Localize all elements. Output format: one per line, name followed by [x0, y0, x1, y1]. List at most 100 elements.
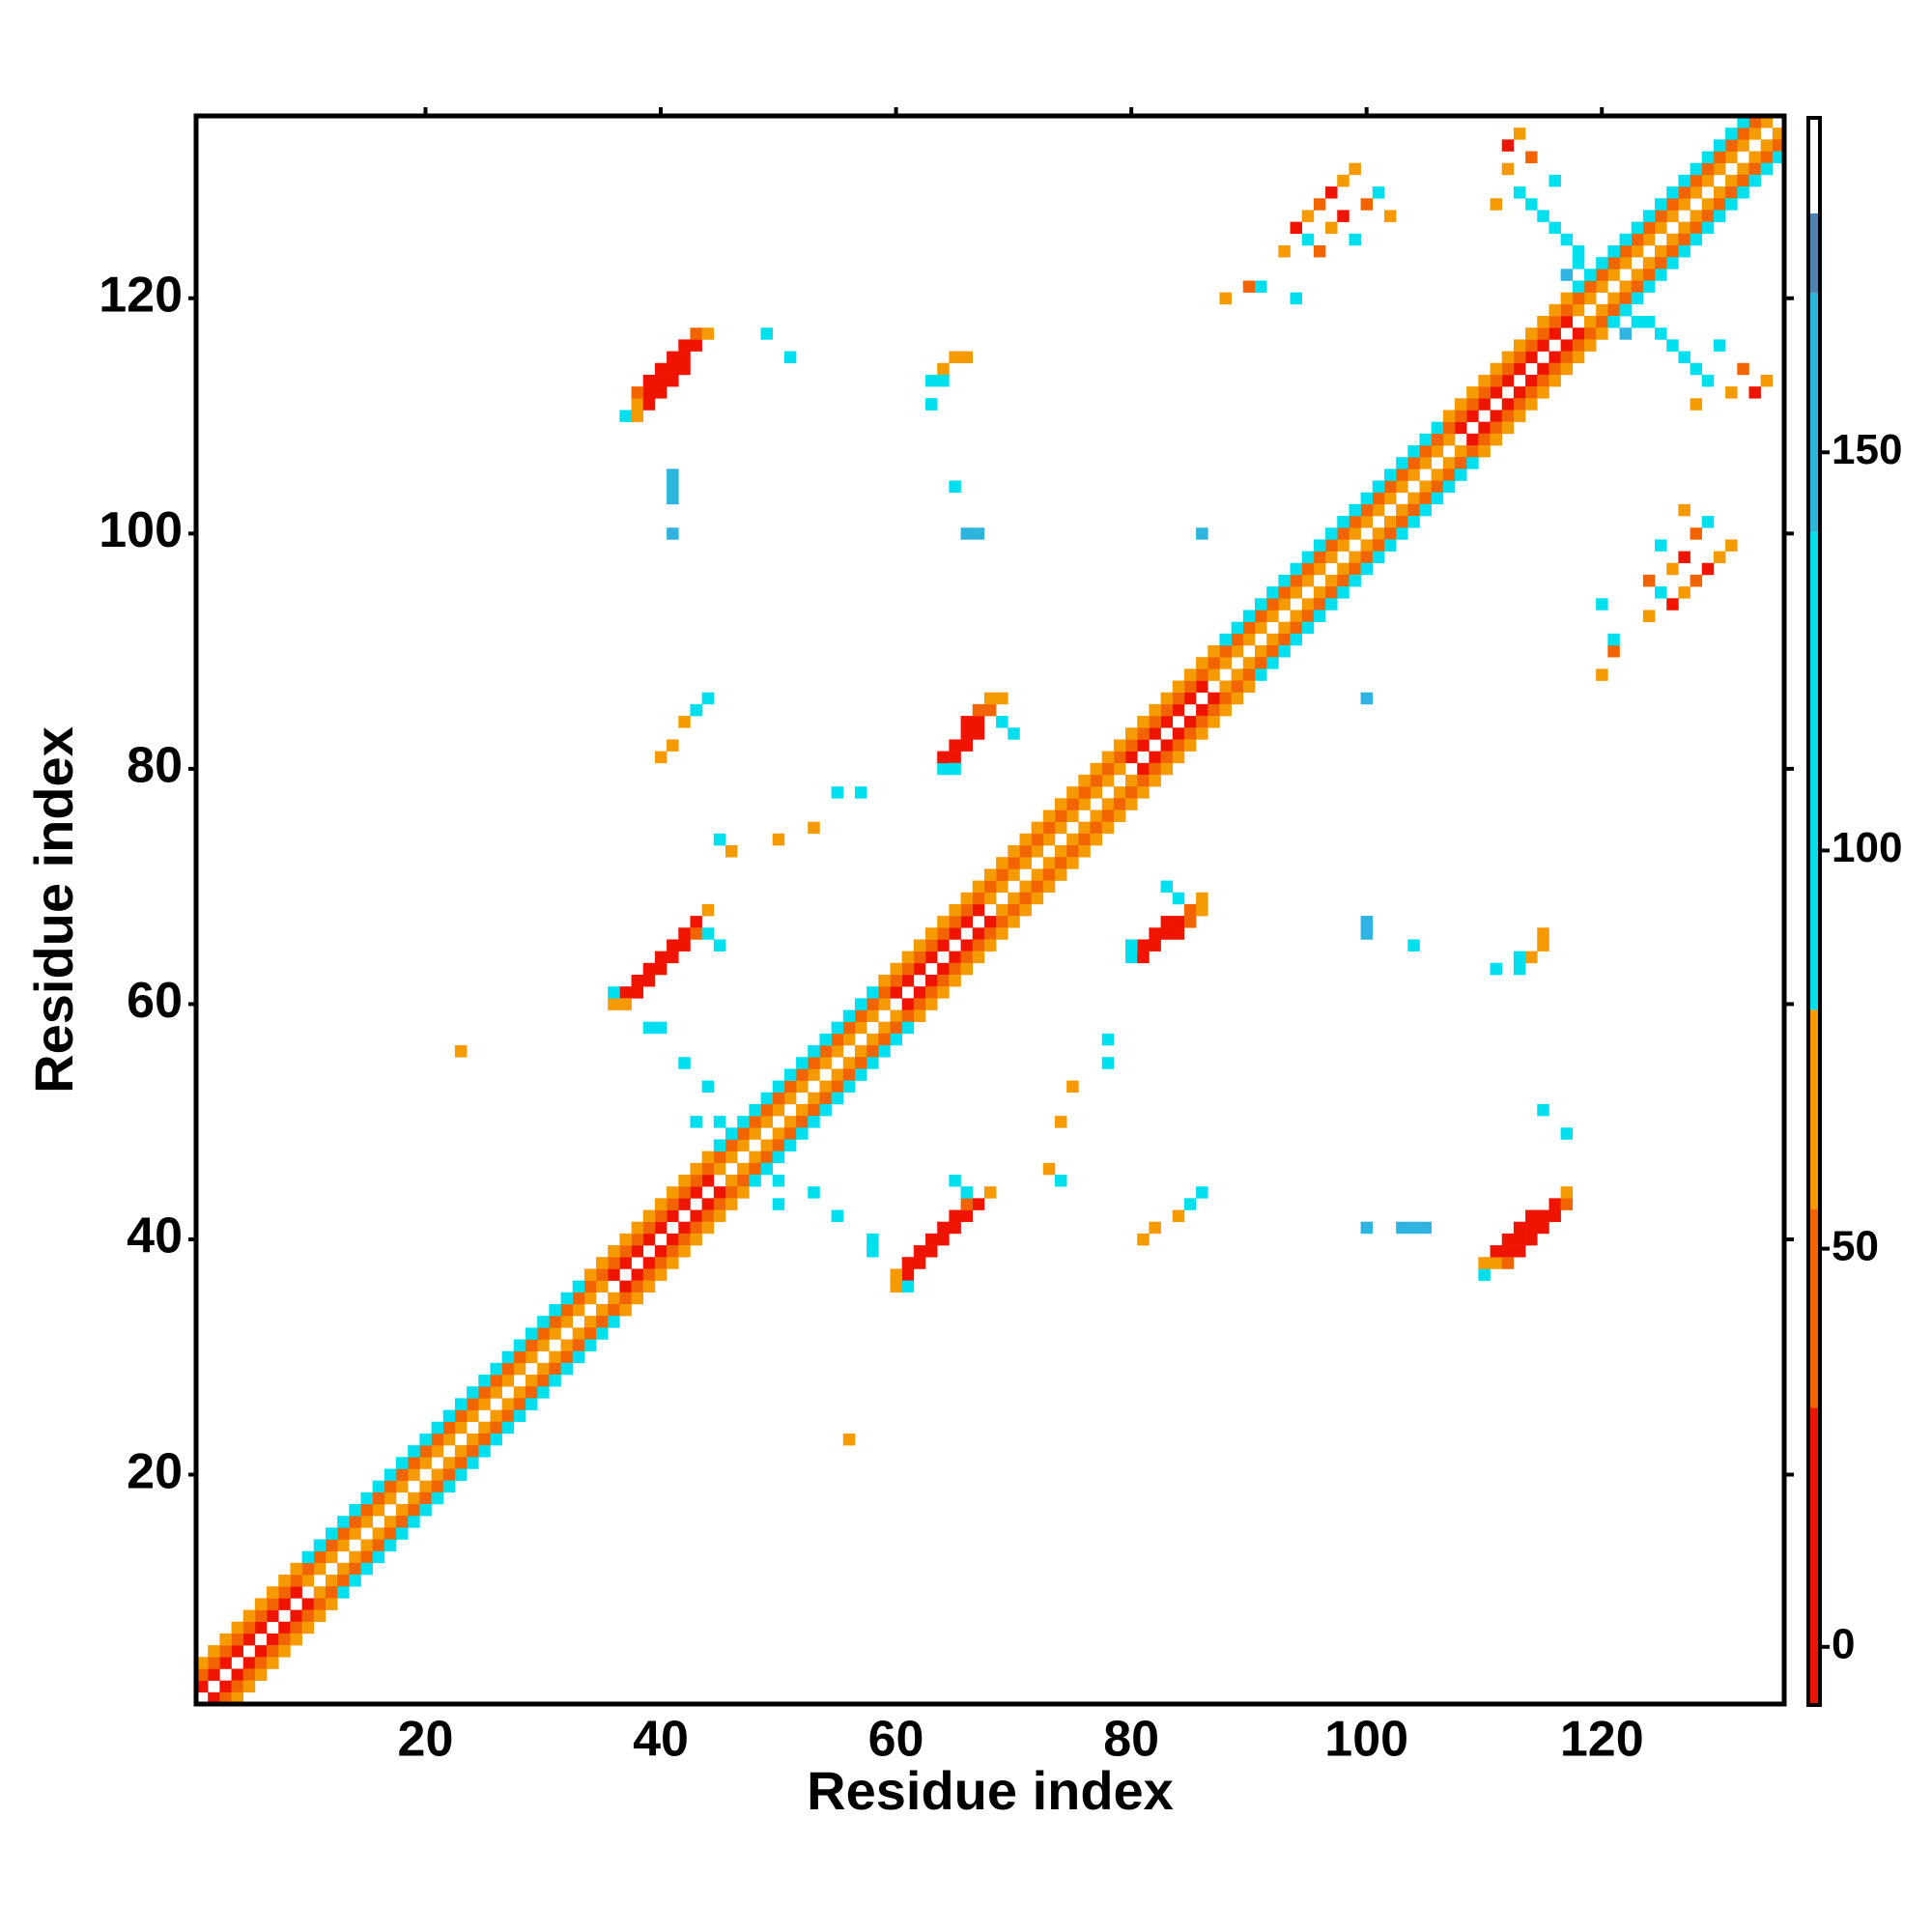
cell: [819, 1033, 832, 1046]
cell: [1572, 280, 1585, 293]
cell: [901, 1257, 915, 1269]
cell: [1183, 668, 1197, 681]
cell: [701, 1175, 715, 1187]
cell: [737, 1116, 750, 1128]
cell: [878, 1045, 891, 1058]
cell: [1525, 351, 1538, 364]
cell: [913, 998, 926, 1010]
cell: [1383, 516, 1397, 528]
cell: [925, 927, 938, 940]
cell: [1266, 598, 1279, 611]
cell: [242, 1621, 256, 1634]
cell: [631, 986, 644, 999]
cell: [1125, 798, 1138, 810]
cell: [1583, 269, 1597, 281]
cell: [1360, 539, 1374, 552]
cell: [878, 1033, 891, 1046]
cell: [1560, 351, 1574, 364]
cell: [1278, 645, 1291, 658]
cell: [667, 1198, 679, 1210]
cell: [949, 974, 961, 987]
cell: [1478, 433, 1491, 446]
cell: [1560, 292, 1574, 305]
cell: [1631, 244, 1644, 258]
cell: [654, 1198, 668, 1210]
cell: [242, 1633, 256, 1646]
cell: [996, 857, 1009, 869]
cell: [537, 1327, 550, 1340]
cell: [972, 892, 985, 905]
cell: [631, 386, 644, 399]
cell: [667, 480, 679, 493]
cell: [384, 1492, 397, 1505]
cell: [960, 951, 974, 964]
cell: [725, 845, 738, 858]
cell: [467, 1457, 479, 1469]
cell: [1301, 233, 1315, 246]
cell: [1313, 198, 1326, 211]
cell: [1113, 798, 1126, 810]
cell: [937, 939, 950, 952]
cell: [983, 880, 997, 894]
cell: [619, 998, 632, 1010]
cell: [231, 1668, 244, 1681]
cell: [949, 351, 961, 364]
cell: [678, 1233, 691, 1246]
cell: [831, 1033, 844, 1046]
cell: [701, 1151, 715, 1164]
cell: [937, 927, 950, 940]
cell: [1125, 786, 1138, 799]
cell: [901, 1280, 915, 1293]
cell: [1278, 574, 1291, 587]
cell: [819, 1092, 832, 1105]
cell: [1513, 951, 1526, 964]
cell: [1208, 692, 1220, 705]
cell: [478, 1375, 491, 1387]
cell: [783, 1127, 797, 1140]
cell: [372, 1492, 385, 1505]
cell: [1337, 527, 1350, 540]
cell: [1713, 551, 1726, 564]
cell: [772, 1175, 785, 1187]
cell: [267, 1598, 279, 1610]
cell: [442, 1468, 456, 1481]
cell: [1242, 680, 1256, 694]
cell: [1690, 527, 1703, 540]
cell: [1478, 398, 1491, 411]
cell: [619, 410, 632, 422]
cell: [690, 703, 702, 717]
cell: [267, 1586, 279, 1599]
x-tick-label: 20: [398, 1712, 454, 1768]
cell: [1008, 845, 1020, 858]
cell: [1301, 621, 1315, 635]
cell: [1583, 316, 1597, 328]
cell: [490, 1421, 502, 1435]
y-axis-label: Residue index: [23, 726, 84, 1094]
cell: [1054, 857, 1067, 869]
cell: [301, 1621, 315, 1634]
cell: [396, 1527, 409, 1540]
cell: [867, 1245, 879, 1258]
cell: [1101, 810, 1115, 822]
cell: [1725, 128, 1738, 140]
cell: [337, 1562, 350, 1576]
cell: [1548, 1198, 1561, 1210]
cell: [1442, 469, 1456, 481]
cell: [1278, 621, 1291, 635]
cell: [1713, 339, 1726, 352]
cell: [831, 1021, 844, 1035]
cell: [1054, 821, 1067, 835]
cell: [1525, 1209, 1538, 1223]
cell: [583, 1268, 597, 1281]
cell: [1090, 810, 1102, 822]
cell: [1619, 280, 1632, 293]
cell: [1560, 303, 1574, 317]
cell: [1290, 574, 1303, 587]
cell: [608, 1268, 620, 1281]
cell: [983, 916, 997, 928]
cell: [678, 716, 691, 728]
cell: [1690, 362, 1703, 376]
cell: [1196, 668, 1208, 681]
cell: [254, 1598, 268, 1610]
cell: [619, 1245, 632, 1258]
